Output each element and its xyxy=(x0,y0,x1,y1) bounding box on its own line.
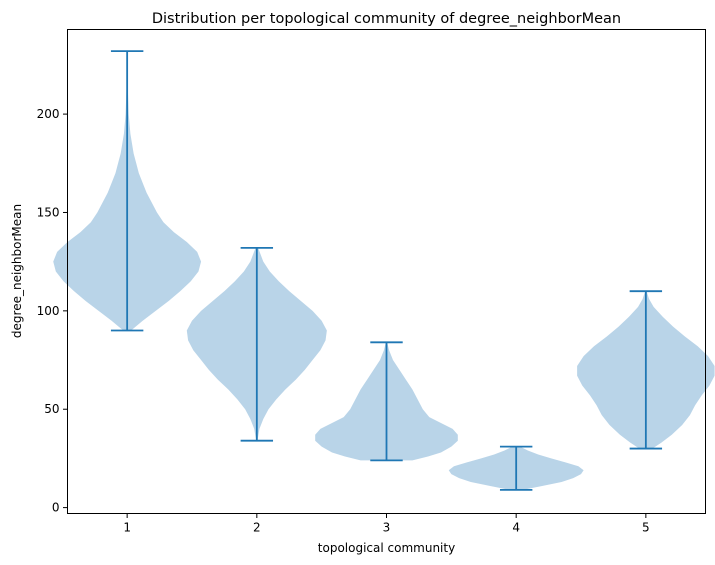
x-tick-label: 2 xyxy=(253,521,261,535)
violin-2 xyxy=(186,246,327,442)
y-axis-label: degree_neighborMean xyxy=(10,204,24,338)
plot-area xyxy=(53,50,715,491)
x-axis-label: topological community xyxy=(318,541,455,555)
violin-4 xyxy=(448,445,584,491)
y-tick-label: 50 xyxy=(44,402,59,416)
x-tick-label: 3 xyxy=(383,521,391,535)
violin-3 xyxy=(315,341,458,462)
y-tick-label: 150 xyxy=(37,205,60,219)
violin-5 xyxy=(577,290,715,450)
x-tick-label: 4 xyxy=(512,521,520,535)
violin-1 xyxy=(53,50,202,332)
x-tick-label: 5 xyxy=(642,521,650,535)
x-tick-label: 1 xyxy=(123,521,131,535)
y-tick-label: 200 xyxy=(37,107,60,121)
chart-title: Distribution per topological community o… xyxy=(152,11,621,27)
y-tick-label: 100 xyxy=(37,304,60,318)
y-tick-label: 0 xyxy=(52,501,60,515)
